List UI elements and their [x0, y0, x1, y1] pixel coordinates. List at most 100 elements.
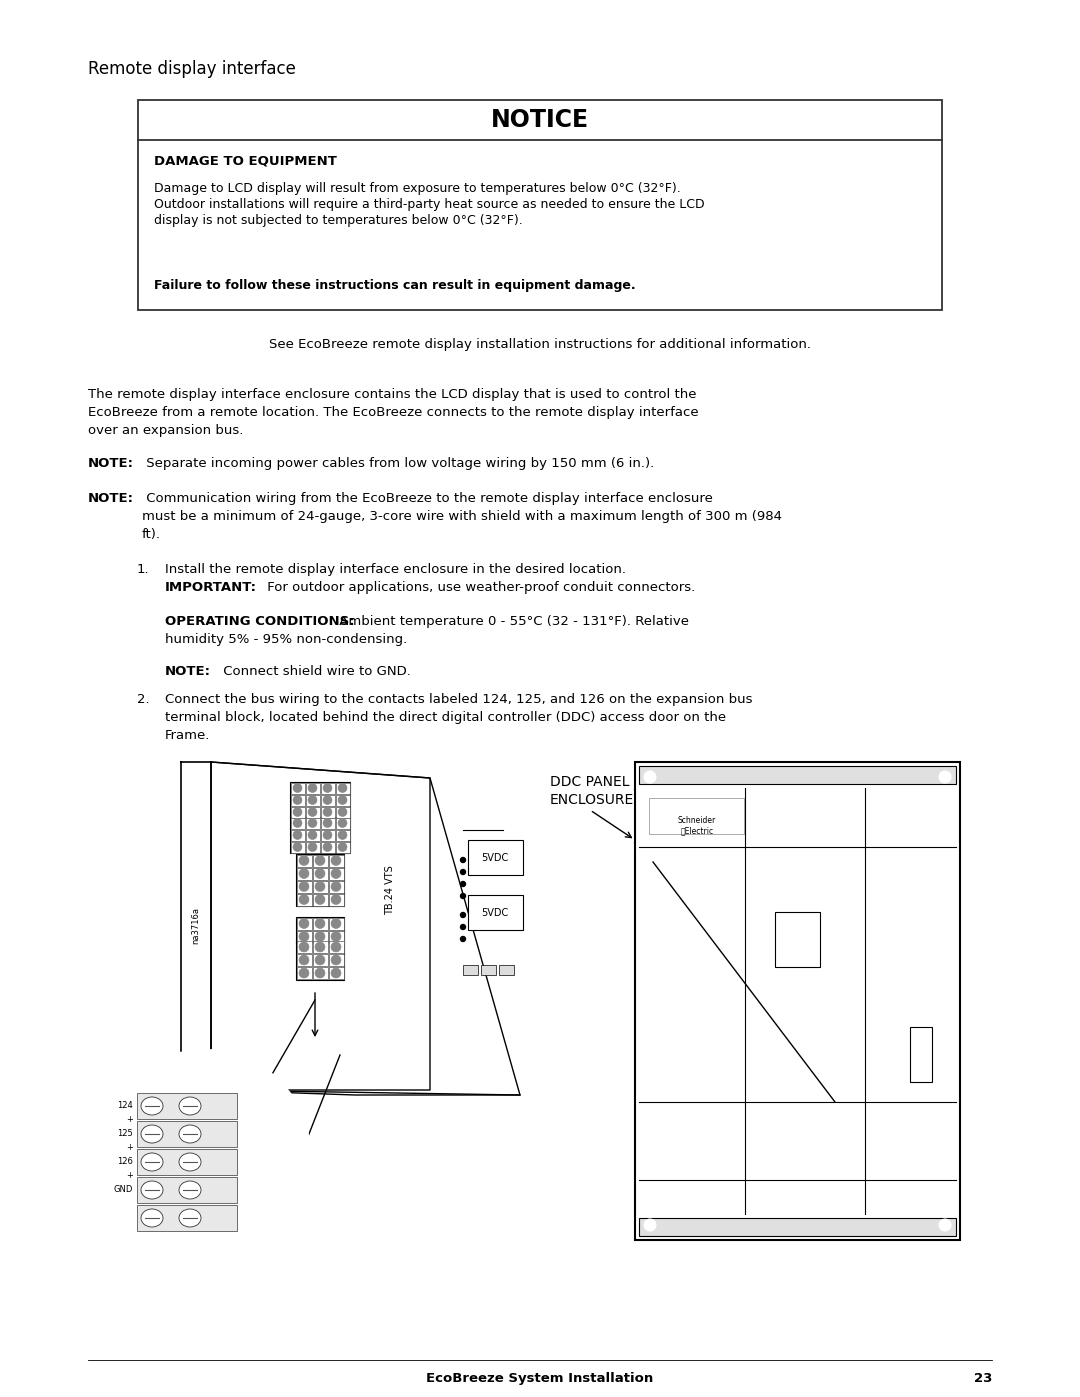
Text: +: +: [126, 1115, 133, 1125]
Text: Connect shield wire to GND.: Connect shield wire to GND.: [219, 665, 410, 678]
Text: 124: 124: [118, 1101, 133, 1111]
Circle shape: [299, 869, 309, 879]
Bar: [296, 940, 345, 979]
Circle shape: [460, 894, 465, 898]
Circle shape: [460, 882, 465, 887]
Bar: [312, 930, 327, 943]
Bar: [296, 854, 345, 907]
Circle shape: [323, 795, 332, 805]
Text: NOTE:: NOTE:: [87, 457, 134, 469]
Bar: [336, 830, 350, 841]
Bar: [910, 1027, 932, 1083]
Circle shape: [330, 956, 341, 965]
Bar: [312, 918, 327, 929]
Bar: [297, 930, 311, 943]
Circle shape: [299, 918, 309, 929]
Circle shape: [323, 784, 332, 792]
Bar: [312, 880, 327, 893]
Bar: [639, 1218, 956, 1236]
Ellipse shape: [179, 1125, 201, 1143]
Bar: [775, 912, 820, 967]
Circle shape: [330, 869, 341, 879]
Circle shape: [460, 912, 465, 918]
Bar: [328, 918, 343, 929]
Circle shape: [338, 784, 347, 792]
Circle shape: [315, 932, 325, 942]
Text: must be a minimum of 24-gauge, 3-core wire with shield with a maximum length of : must be a minimum of 24-gauge, 3-core wi…: [141, 510, 782, 522]
Text: Damage to LCD display will result from exposure to temperatures below 0°C (32°F): Damage to LCD display will result from e…: [154, 182, 680, 196]
Circle shape: [338, 807, 347, 816]
Bar: [312, 942, 327, 953]
Circle shape: [299, 882, 309, 891]
Circle shape: [308, 842, 318, 852]
Bar: [297, 942, 311, 953]
Circle shape: [338, 830, 347, 840]
Ellipse shape: [179, 1208, 201, 1227]
Circle shape: [323, 819, 332, 827]
Circle shape: [293, 795, 302, 805]
Bar: [635, 761, 960, 1241]
Bar: [297, 918, 311, 929]
Text: Install the remote display interface enclosure in the desired location.: Install the remote display interface enc…: [165, 563, 626, 576]
Text: ⓔElectric: ⓔElectric: [680, 826, 714, 835]
Circle shape: [308, 784, 318, 792]
Bar: [328, 880, 343, 893]
Bar: [336, 841, 350, 852]
Circle shape: [330, 968, 341, 978]
Text: EcoBreeze System Installation: EcoBreeze System Installation: [427, 1372, 653, 1384]
Bar: [312, 954, 327, 965]
Circle shape: [315, 956, 325, 965]
Bar: [291, 782, 305, 793]
Bar: [291, 817, 350, 854]
Circle shape: [100, 1051, 310, 1260]
Text: ft).: ft).: [141, 528, 161, 541]
Bar: [137, 1148, 237, 1175]
Text: +: +: [126, 1144, 133, 1153]
Text: For outdoor applications, use weather-proof conduit connectors.: For outdoor applications, use weather-pr…: [264, 581, 696, 594]
Bar: [306, 782, 320, 793]
Circle shape: [299, 855, 309, 866]
Circle shape: [338, 795, 347, 805]
Bar: [138, 101, 942, 310]
Bar: [321, 795, 335, 806]
Circle shape: [330, 918, 341, 929]
Bar: [306, 830, 320, 841]
Circle shape: [323, 830, 332, 840]
Bar: [468, 840, 523, 875]
Text: Communication wiring from the EcoBreeze to the remote display interface enclosur: Communication wiring from the EcoBreeze …: [141, 492, 713, 504]
Circle shape: [939, 1220, 951, 1231]
Circle shape: [644, 771, 656, 782]
Bar: [297, 880, 311, 893]
Bar: [291, 806, 305, 817]
Text: humidity 5% - 95% non-condensing.: humidity 5% - 95% non-condensing.: [165, 633, 407, 645]
Bar: [297, 954, 311, 965]
Bar: [336, 795, 350, 806]
Circle shape: [293, 784, 302, 792]
Circle shape: [315, 942, 325, 951]
Text: 1.: 1.: [137, 563, 150, 576]
Circle shape: [299, 968, 309, 978]
Bar: [321, 830, 335, 841]
Bar: [481, 965, 496, 975]
Bar: [312, 894, 327, 905]
Text: 5VDC: 5VDC: [482, 854, 509, 863]
Ellipse shape: [141, 1125, 163, 1143]
Bar: [312, 967, 327, 979]
Bar: [328, 855, 343, 866]
Circle shape: [299, 894, 309, 904]
Text: 126: 126: [117, 1158, 133, 1166]
Bar: [291, 782, 350, 819]
Bar: [291, 817, 305, 828]
Text: terminal block, located behind the direct digital controller (DDC) access door o: terminal block, located behind the direc…: [165, 711, 726, 724]
Text: display is not subjected to temperatures below 0°C (32°F).: display is not subjected to temperatures…: [154, 214, 523, 226]
Text: over an expansion bus.: over an expansion bus.: [87, 425, 243, 437]
Circle shape: [299, 956, 309, 965]
Circle shape: [299, 942, 309, 951]
Circle shape: [338, 842, 347, 852]
Text: NOTE:: NOTE:: [165, 665, 211, 678]
Circle shape: [293, 807, 302, 816]
Circle shape: [315, 882, 325, 891]
Circle shape: [330, 932, 341, 942]
Text: NOTICE: NOTICE: [491, 108, 589, 131]
Bar: [306, 795, 320, 806]
